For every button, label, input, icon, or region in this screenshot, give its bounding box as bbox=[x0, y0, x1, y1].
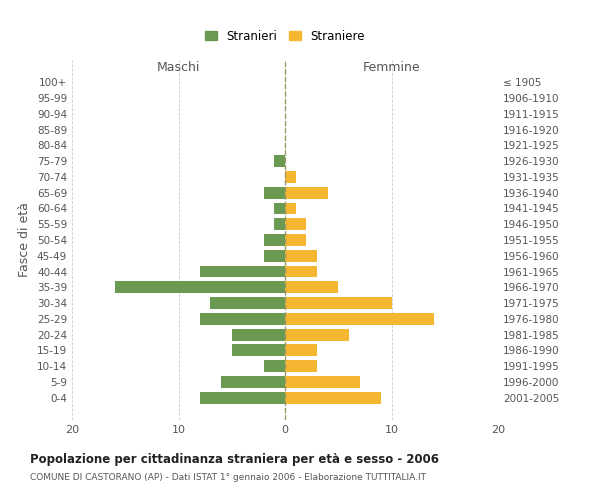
Bar bbox=[211, 297, 285, 309]
Bar bbox=[285, 392, 381, 404]
Bar bbox=[285, 376, 359, 388]
Bar bbox=[285, 297, 392, 309]
Bar bbox=[274, 202, 285, 214]
Text: Maschi: Maschi bbox=[157, 62, 200, 74]
Bar bbox=[285, 218, 307, 230]
Bar bbox=[285, 250, 317, 262]
Bar bbox=[264, 234, 285, 246]
Bar bbox=[285, 234, 307, 246]
Text: COMUNE DI CASTORANO (AP) - Dati ISTAT 1° gennaio 2006 - Elaborazione TUTTITALIA.: COMUNE DI CASTORANO (AP) - Dati ISTAT 1°… bbox=[30, 472, 426, 482]
Bar bbox=[285, 282, 338, 293]
Bar bbox=[285, 328, 349, 340]
Bar bbox=[115, 282, 285, 293]
Bar bbox=[264, 187, 285, 198]
Bar bbox=[264, 250, 285, 262]
Bar bbox=[264, 360, 285, 372]
Bar bbox=[221, 376, 285, 388]
Bar bbox=[274, 155, 285, 167]
Bar bbox=[285, 344, 317, 356]
Bar bbox=[274, 218, 285, 230]
Legend: Stranieri, Straniere: Stranieri, Straniere bbox=[202, 26, 368, 46]
Bar bbox=[232, 344, 285, 356]
Text: Popolazione per cittadinanza straniera per età e sesso - 2006: Popolazione per cittadinanza straniera p… bbox=[30, 452, 439, 466]
Bar bbox=[285, 313, 434, 325]
Bar bbox=[285, 360, 317, 372]
Bar bbox=[200, 392, 285, 404]
Bar bbox=[232, 328, 285, 340]
Y-axis label: Fasce di età: Fasce di età bbox=[19, 202, 31, 278]
Bar bbox=[200, 266, 285, 278]
Bar bbox=[285, 187, 328, 198]
Bar bbox=[285, 266, 317, 278]
Bar bbox=[200, 313, 285, 325]
Bar bbox=[285, 202, 296, 214]
Bar bbox=[285, 171, 296, 183]
Text: Femmine: Femmine bbox=[362, 62, 421, 74]
